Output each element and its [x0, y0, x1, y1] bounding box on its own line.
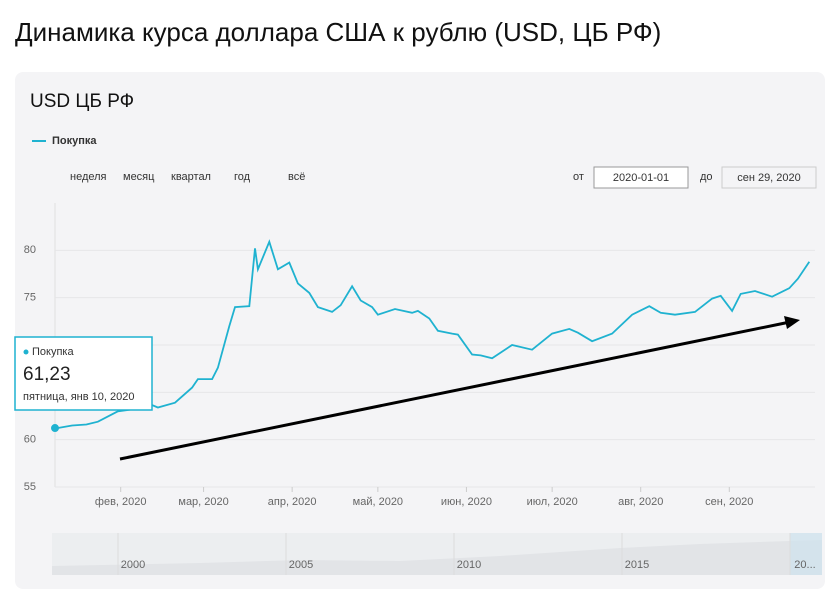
arrow-head — [784, 316, 800, 329]
card — [15, 72, 825, 589]
date-input[interactable] — [721, 166, 817, 189]
tooltip-dot — [23, 349, 29, 355]
range-button[interactable]: неделя — [70, 171, 107, 183]
y-tick-label: 80 — [24, 244, 36, 256]
range-label: от — [573, 171, 584, 183]
tooltip-value: 61,23 — [23, 364, 71, 385]
tooltip-series: Покупка — [32, 346, 74, 358]
range-button[interactable]: всё — [288, 171, 305, 183]
x-tick-label: мар, 2020 — [178, 496, 228, 508]
date-input[interactable] — [593, 166, 689, 189]
range-button[interactable]: квартал — [171, 171, 211, 183]
tooltip-date: пятница, янв 10, 2020 — [23, 391, 134, 403]
x-tick-label: авг, 2020 — [618, 496, 663, 508]
range-button[interactable]: год — [234, 171, 251, 183]
x-tick-label: апр, 2020 — [268, 496, 317, 508]
x-tick-label: фев, 2020 — [95, 496, 147, 508]
navigator-label: 2015 — [625, 559, 649, 571]
page-heading: Динамика курса доллара США к рублю (USD,… — [15, 17, 661, 47]
range-button[interactable]: месяц — [123, 171, 155, 183]
chart-title: USD ЦБ РФ — [30, 91, 134, 112]
tooltip-box — [14, 336, 153, 411]
x-tick-label: июл, 2020 — [527, 496, 578, 508]
navigator-label: 2000 — [121, 559, 145, 571]
navigator-label: 20... — [794, 559, 815, 571]
y-tick-label: 60 — [24, 434, 36, 446]
y-tick-label: 75 — [24, 292, 36, 304]
x-tick-label: июн, 2020 — [441, 496, 492, 508]
navigator-window[interactable] — [790, 533, 822, 575]
range-label: до — [700, 171, 713, 183]
legend-label[interactable]: Покупка — [52, 135, 97, 147]
navigator-label: 2005 — [289, 559, 313, 571]
date-input-text[interactable]: сен 29, 2020 — [737, 172, 801, 184]
series-line — [57, 239, 811, 429]
navigator-label: 2010 — [457, 559, 481, 571]
x-tick-label: сен, 2020 — [705, 496, 753, 508]
tooltip-point — [51, 424, 59, 433]
navigator-area — [52, 540, 822, 575]
date-input-text[interactable]: 2020-01-01 — [613, 172, 669, 184]
tooltip: Покупка 61,23 пятница, янв 10, 2020 — [14, 336, 153, 411]
y-tick-label: 55 — [24, 481, 36, 493]
x-tick-label: май, 2020 — [353, 496, 403, 508]
trend-arrow — [119, 320, 791, 461]
